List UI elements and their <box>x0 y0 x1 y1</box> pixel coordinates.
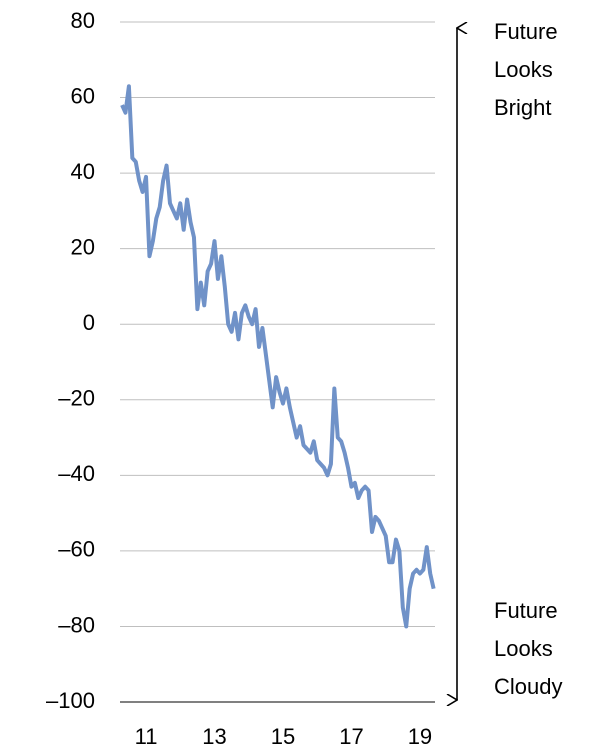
x-tick-label: 19 <box>408 724 432 749</box>
y-tick-label: 60 <box>71 83 95 108</box>
annotation: Cloudy <box>494 674 562 699</box>
y-tick-label: –80 <box>58 612 95 637</box>
y-tick-label: –20 <box>58 386 95 411</box>
x-tick-label: 11 <box>135 724 158 749</box>
y-tick-label: –60 <box>58 537 95 562</box>
data-line <box>120 84 436 629</box>
annotation: Bright <box>494 95 551 120</box>
y-tick-label: –100 <box>46 688 95 713</box>
annotation: Looks <box>494 636 553 661</box>
annotation: Looks <box>494 57 553 82</box>
y-tick-label: 80 <box>71 8 95 33</box>
y-tick-label: –40 <box>58 461 95 486</box>
x-tick-label: 17 <box>339 724 363 749</box>
x-tick-label: 15 <box>271 724 295 749</box>
y-tick-label: 40 <box>71 159 95 184</box>
y-tick-label: 20 <box>71 234 95 259</box>
annotation: Future <box>494 19 558 44</box>
y-tick-label: 0 <box>83 310 95 335</box>
annotation: Future <box>494 598 558 623</box>
x-tick-label: 13 <box>202 724 226 749</box>
